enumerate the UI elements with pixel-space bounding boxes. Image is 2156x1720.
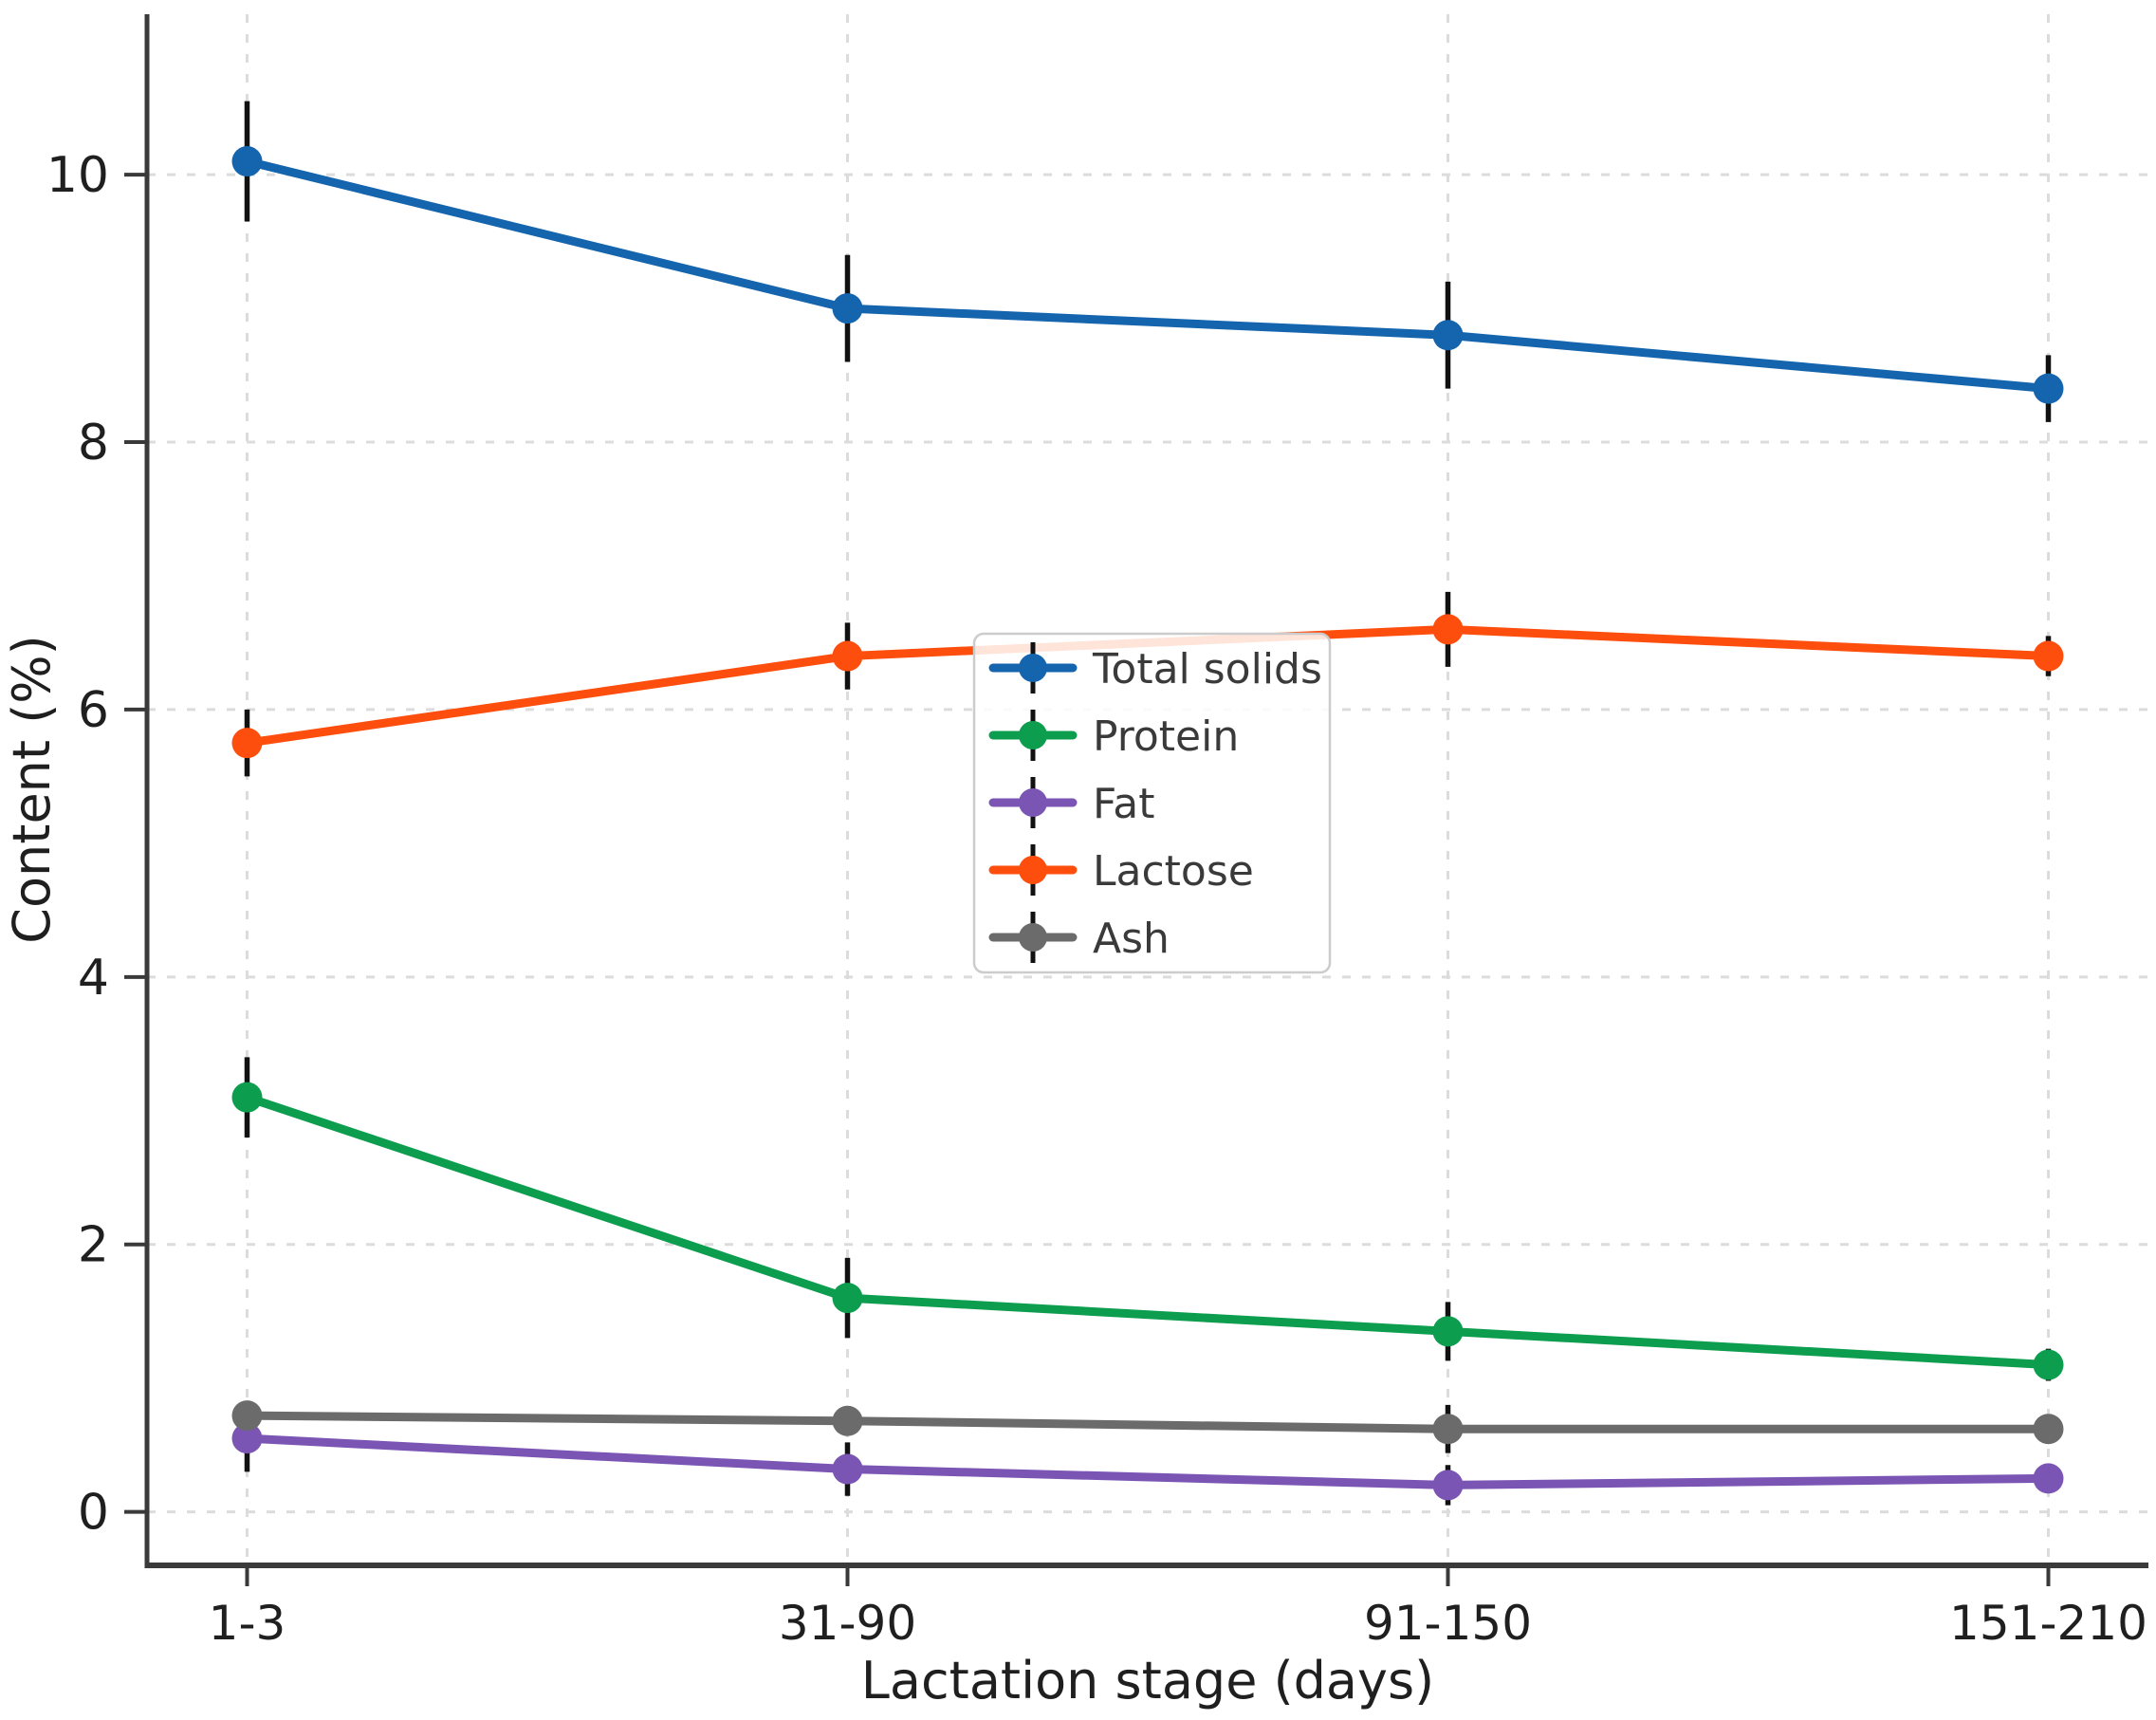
data-point-lactose-3 (2033, 640, 2064, 672)
data-point-fat-3 (2033, 1463, 2064, 1494)
legend-marker-icon (1019, 856, 1047, 884)
series-protein (231, 1057, 2064, 1381)
data-point-protein-1 (832, 1283, 863, 1314)
x-axis-title: Lactation stage (days) (861, 1651, 1434, 1711)
legend-item-lactose: Lactose (988, 844, 1254, 896)
data-point-fat-2 (1432, 1470, 1464, 1501)
y-tick-label-8: 8 (78, 415, 109, 472)
data-point-ash-2 (1432, 1414, 1464, 1445)
x-tick-label-31-90: 31-90 (779, 1596, 916, 1651)
legend-layer: Total solids Protein Fat Lactose Ash (972, 632, 1332, 974)
x-tick-label-151-210: 151-210 (1949, 1596, 2147, 1651)
y-tick-label-2: 2 (78, 1217, 109, 1274)
data-point-ash-3 (2033, 1414, 2064, 1445)
data-point-total-solids-3 (2033, 373, 2064, 404)
legend-item-fat: Fat (988, 777, 1154, 828)
legend-label-lactose: Lactose (1093, 847, 1254, 896)
data-point-fat-1 (832, 1453, 863, 1485)
legend-marker-icon (1019, 721, 1047, 749)
data-point-lactose-0 (231, 728, 263, 759)
x-tick-label-91-150: 91-150 (1364, 1596, 1532, 1651)
data-point-lactose-1 (832, 640, 863, 672)
legend-label-protein: Protein (1093, 712, 1239, 761)
data-point-total-solids-0 (231, 146, 263, 177)
data-point-protein-3 (2033, 1349, 2064, 1380)
legend-label-fat: Fat (1093, 780, 1154, 828)
series-total-solids (231, 101, 2064, 422)
series-line-protein (243, 1093, 2053, 1370)
data-point-lactose-2 (1432, 614, 1464, 645)
legend-item-protein: Protein (988, 710, 1239, 761)
legend-marker-icon (1019, 654, 1047, 682)
data-point-fat-0 (231, 1423, 263, 1454)
data-point-protein-0 (231, 1082, 263, 1113)
legend-item-ash: Ash (988, 912, 1170, 963)
series-line-ash (243, 1411, 2053, 1433)
data-point-protein-2 (1432, 1316, 1464, 1347)
y-tick-label-0: 0 (78, 1485, 109, 1542)
legend-label-total-solids: Total solids (1092, 645, 1322, 694)
legend-marker-icon (1019, 923, 1047, 952)
axes-layer: 0 2 4 6 8 10 1-3 31-90 91-150 151-210 (46, 14, 2148, 1651)
series-line-fat (243, 1433, 2053, 1489)
data-point-ash-0 (231, 1400, 263, 1432)
y-axis-title: Content (%) (2, 635, 62, 943)
data-point-total-solids-1 (832, 293, 863, 324)
y-tick-label-10: 10 (46, 147, 109, 204)
legend-label-ash: Ash (1093, 915, 1170, 963)
legend-box (972, 632, 1332, 974)
y-tick-label-4: 4 (78, 950, 109, 1007)
series-line-total-solids (243, 157, 2053, 394)
legend-item-total-solids: Total solids (988, 642, 1322, 694)
x-tick-label-1-3: 1-3 (209, 1596, 286, 1651)
data-point-ash-1 (832, 1405, 863, 1436)
legend-marker-icon (1019, 788, 1047, 817)
series-ash (231, 1400, 2064, 1453)
y-tick-label-6: 6 (78, 682, 109, 739)
data-point-total-solids-2 (1432, 320, 1464, 351)
